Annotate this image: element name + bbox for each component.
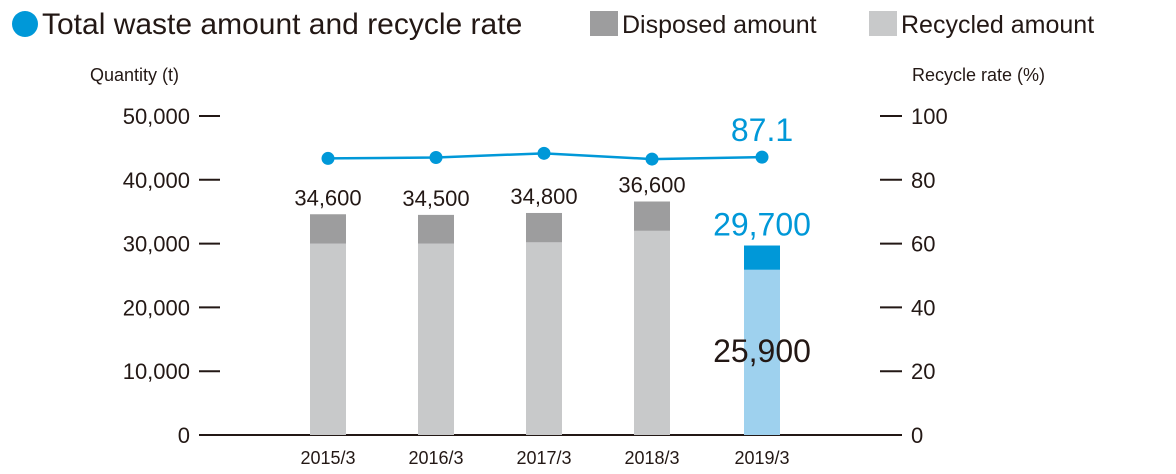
total-label: 34,800 — [510, 184, 577, 209]
left-axis-title: Quantity (t) — [90, 65, 179, 85]
total-label: 36,600 — [618, 172, 685, 197]
left-tick-label: 20,000 — [123, 295, 190, 320]
bar-disposed — [634, 201, 670, 231]
total-label: 34,500 — [402, 186, 469, 211]
legend-label-disposed: Disposed amount — [622, 11, 817, 39]
right-axis: 0 20 40 60 80 100 — [880, 104, 948, 448]
x-tick-label: 2018/3 — [624, 448, 679, 468]
bar-disposed — [526, 212, 562, 243]
total-label: 34,600 — [294, 185, 361, 210]
x-tick-label: 2019/3 — [734, 448, 789, 468]
rate-point — [755, 150, 769, 164]
bar-recycled — [744, 269, 780, 435]
bar-disposed — [310, 214, 346, 244]
right-tick-label: 60 — [911, 232, 935, 257]
x-tick-label: 2015/3 — [300, 448, 355, 468]
legend-swatch-recycled — [869, 11, 897, 36]
right-tick-label: 40 — [911, 295, 935, 320]
bar-disposed — [418, 214, 454, 244]
bar-recycled — [526, 242, 562, 435]
left-tick-label: 0 — [178, 423, 190, 448]
x-tick-label: 2017/3 — [516, 448, 571, 468]
right-axis-title: Recycle rate (%) — [912, 65, 1045, 85]
left-tick-label: 40,000 — [123, 168, 190, 193]
highlight-recycled-label: 25,900 — [713, 333, 811, 369]
right-tick-label: 80 — [911, 168, 935, 193]
left-tick-label: 10,000 — [123, 359, 190, 384]
right-tick-label: 100 — [911, 104, 948, 129]
bar-recycled — [310, 243, 346, 435]
rate-highlight-label: 87.1 — [731, 112, 793, 148]
rate-point — [645, 152, 659, 166]
legend-label-recycled: Recycled amount — [901, 11, 1094, 39]
x-axis-labels: 2015/3 2016/3 2017/3 2018/3 2019/3 — [300, 448, 789, 468]
total-labels: 34,600 34,500 34,800 36,600 29,700 25,900 — [294, 172, 811, 369]
bars — [310, 201, 780, 435]
rate-point — [429, 150, 443, 164]
left-tick-label: 30,000 — [123, 232, 190, 257]
bar-disposed — [744, 245, 780, 270]
rate-point — [321, 151, 335, 165]
bar-recycled — [634, 230, 670, 435]
rate-point — [537, 146, 551, 160]
right-tick-label: 20 — [911, 359, 935, 384]
x-tick-label: 2016/3 — [408, 448, 463, 468]
title-bullet-icon — [12, 11, 38, 37]
highlight-total-label: 29,700 — [713, 207, 811, 243]
recycle-rate-line: 87.1 — [321, 112, 793, 166]
right-tick-label: 0 — [911, 423, 923, 448]
left-axis: 0 10,000 20,000 30,000 40,000 50,000 — [123, 104, 220, 448]
legend-swatch-disposed — [590, 11, 618, 36]
legend: Disposed amount Recycled amount — [590, 11, 1094, 39]
chart-title: Total waste amount and recycle rate — [42, 8, 522, 41]
left-tick-label: 50,000 — [123, 104, 190, 129]
bar-recycled — [418, 243, 454, 435]
